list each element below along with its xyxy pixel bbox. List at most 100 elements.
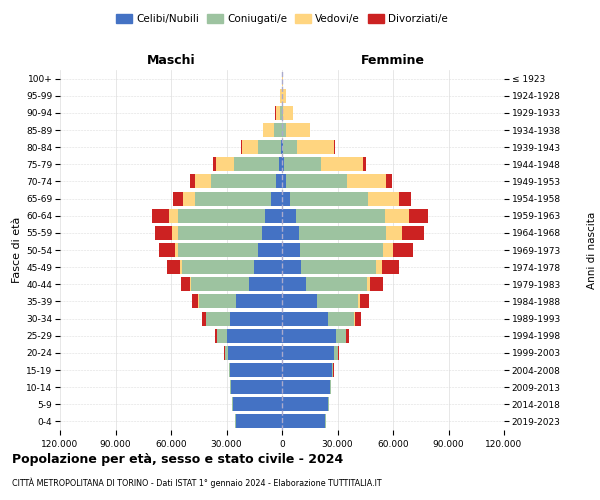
Bar xyxy=(376,260,382,274)
Bar xyxy=(263,123,274,137)
Bar xyxy=(236,414,282,428)
Bar xyxy=(282,328,335,342)
Bar xyxy=(400,192,410,205)
Bar xyxy=(282,398,328,411)
Bar xyxy=(280,88,281,102)
Bar xyxy=(286,123,310,137)
Bar xyxy=(334,140,335,154)
Bar xyxy=(363,158,366,172)
Bar xyxy=(155,226,172,240)
Bar xyxy=(347,174,386,188)
Bar xyxy=(180,260,182,274)
Bar xyxy=(328,398,329,411)
Bar xyxy=(335,328,346,342)
Bar xyxy=(402,226,424,240)
Bar xyxy=(211,174,275,188)
Bar xyxy=(282,72,283,86)
Bar xyxy=(229,363,230,377)
Bar xyxy=(262,226,282,240)
Bar xyxy=(278,158,282,172)
Bar xyxy=(282,106,283,120)
Bar xyxy=(229,346,282,360)
Bar xyxy=(282,226,299,240)
Bar xyxy=(216,158,234,172)
Bar xyxy=(198,294,199,308)
Bar xyxy=(152,208,169,222)
Bar xyxy=(195,192,271,205)
Bar xyxy=(296,208,385,222)
Bar xyxy=(169,208,178,222)
Text: Anni di nascita: Anni di nascita xyxy=(587,212,597,288)
Bar xyxy=(265,208,282,222)
Bar xyxy=(282,312,328,326)
Y-axis label: Fasce di età: Fasce di età xyxy=(12,217,22,283)
Bar xyxy=(233,398,282,411)
Bar xyxy=(178,208,265,222)
Bar xyxy=(367,278,370,291)
Bar xyxy=(195,174,211,188)
Bar xyxy=(202,312,206,326)
Bar xyxy=(386,174,392,188)
Text: Femmine: Femmine xyxy=(361,54,425,66)
Bar xyxy=(320,158,363,172)
Bar xyxy=(299,226,386,240)
Bar xyxy=(254,260,282,274)
Bar xyxy=(217,328,227,342)
Bar xyxy=(306,278,367,291)
Bar xyxy=(224,346,229,360)
Bar xyxy=(231,380,282,394)
Bar xyxy=(385,208,409,222)
Bar xyxy=(178,226,262,240)
Bar xyxy=(199,294,236,308)
Bar xyxy=(175,243,178,257)
Bar xyxy=(282,208,296,222)
Bar xyxy=(328,312,354,326)
Bar xyxy=(206,312,230,326)
Bar xyxy=(258,243,282,257)
Bar xyxy=(215,328,217,342)
Bar xyxy=(249,278,282,291)
Bar xyxy=(227,328,282,342)
Bar xyxy=(338,346,339,360)
Bar xyxy=(242,140,259,154)
Bar xyxy=(167,260,180,274)
Bar xyxy=(178,243,258,257)
Legend: Celibi/Nubili, Coniugati/e, Vedovi/e, Divorziati/e: Celibi/Nubili, Coniugati/e, Vedovi/e, Di… xyxy=(112,10,452,29)
Bar xyxy=(282,123,286,137)
Bar xyxy=(282,140,283,154)
Bar xyxy=(282,414,325,428)
Bar xyxy=(282,278,306,291)
Bar xyxy=(173,192,183,205)
Bar xyxy=(190,278,191,291)
Bar xyxy=(282,346,334,360)
Text: Maschi: Maschi xyxy=(146,54,196,66)
Text: CITTÀ METROPOLITANA DI TORINO - Dati ISTAT 1° gennaio 2024 - Elaborazione TUTTIT: CITTÀ METROPOLITANA DI TORINO - Dati IST… xyxy=(12,478,382,488)
Bar xyxy=(191,278,249,291)
Bar xyxy=(368,192,400,205)
Bar xyxy=(275,174,282,188)
Bar xyxy=(332,363,333,377)
Bar xyxy=(159,243,175,257)
Bar xyxy=(282,294,317,308)
Bar xyxy=(383,243,393,257)
Bar xyxy=(330,380,331,394)
Bar xyxy=(370,278,383,291)
Bar xyxy=(282,243,299,257)
Bar xyxy=(393,243,413,257)
Bar xyxy=(181,278,190,291)
Bar xyxy=(355,312,361,326)
Bar xyxy=(183,192,195,205)
Bar xyxy=(182,260,254,274)
Bar xyxy=(301,260,376,274)
Bar xyxy=(282,260,301,274)
Bar xyxy=(190,174,195,188)
Bar xyxy=(274,123,281,137)
Bar xyxy=(282,174,286,188)
Bar xyxy=(282,380,330,394)
Bar xyxy=(334,346,337,360)
Bar xyxy=(358,294,359,308)
Bar xyxy=(230,380,231,394)
Bar xyxy=(230,363,282,377)
Bar xyxy=(346,328,349,342)
Bar xyxy=(280,106,282,120)
